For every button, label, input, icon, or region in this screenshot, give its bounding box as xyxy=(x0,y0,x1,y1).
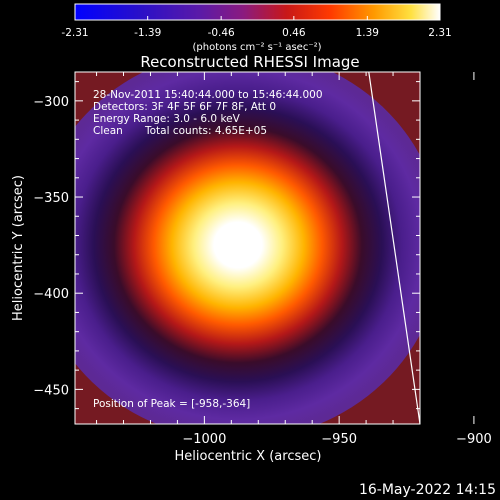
y-tick-label: −350 xyxy=(33,191,69,206)
colorbar: -2.31 -1.39 -0.46 0.46 1.39 2.31 (photons cm⁻… xyxy=(61,3,452,53)
x-tick-label: −900 xyxy=(456,432,492,447)
info-clean-label: Clean xyxy=(93,125,123,137)
colorbar-tick-label: -2.31 xyxy=(61,27,88,39)
colorbar-tick-label: -1.39 xyxy=(134,27,161,39)
source-emission xyxy=(75,72,420,424)
x-axis-ticks: −1000 −950 −900 xyxy=(96,72,492,447)
footer-date: 16-May-2022 14:15 xyxy=(359,482,496,498)
info-overlay: 28-Nov-2011 15:40:44.000 to 15:46:44.000… xyxy=(93,89,323,410)
y-tick-label: −300 xyxy=(33,95,69,110)
colorbar-ticks: -2.31 -1.39 -0.46 0.46 1.39 2.31 xyxy=(61,16,452,39)
heatmap-image xyxy=(75,72,420,424)
colorbar-gradient xyxy=(75,4,440,20)
colorbar-tick-label: 1.39 xyxy=(356,27,379,39)
y-axis-label: Heliocentric Y (arcsec) xyxy=(11,175,26,321)
y-tick-label: −400 xyxy=(33,287,69,302)
info-line-detectors: Detectors: 3F 4F 5F 6F 7F 8F, Att 0 xyxy=(93,101,276,113)
peak-position-label: Position of Peak = [-958,-364] xyxy=(93,398,250,410)
solar-limb-line xyxy=(368,72,420,424)
colorbar-tick-label: 0.46 xyxy=(282,27,306,39)
colorbar-frame xyxy=(74,3,441,21)
colorbar-unit-label: (photons cm⁻² s⁻¹ asec⁻²) xyxy=(192,42,321,53)
info-total-counts: Total counts: 4.65E+05 xyxy=(144,125,267,137)
y-axis-ticks: −300 −350 −400 −450 xyxy=(33,81,420,410)
colorbar-tick-label: 2.31 xyxy=(428,27,451,39)
info-line-energy: Energy Range: 3.0 - 6.0 keV xyxy=(93,113,241,125)
x-tick-label: −1000 xyxy=(182,432,226,447)
info-line-time: 28-Nov-2011 15:40:44.000 to 15:46:44.000 xyxy=(93,89,323,101)
plot-title: Reconstructed RHESSI Image xyxy=(140,53,359,71)
colorbar-tick-label: -0.46 xyxy=(208,27,235,39)
plot-frame xyxy=(74,71,421,425)
x-tick-label: −950 xyxy=(321,432,357,447)
x-axis-label: Heliocentric X (arcsec) xyxy=(175,449,322,464)
y-tick-label: −450 xyxy=(33,383,69,398)
